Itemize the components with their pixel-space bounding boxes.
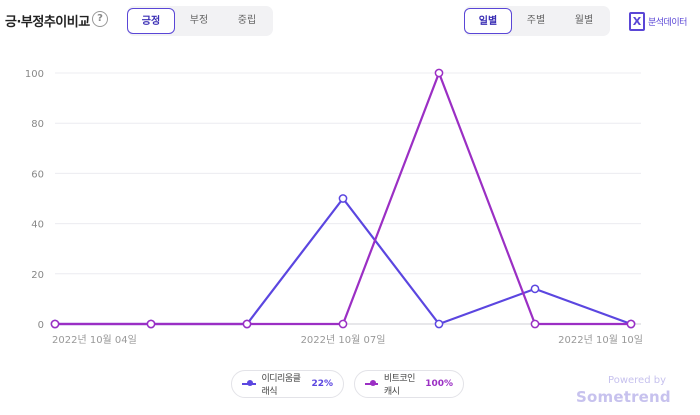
tab-neutral[interactable]: 중립	[237, 15, 257, 26]
y-tick-label-80: 80	[31, 119, 44, 130]
legend-item-series-2[interactable]: 비트코인캐시 100%	[354, 370, 464, 398]
legend-series-1-name: 이디리움클래식	[261, 374, 301, 397]
y-tick-label-40: 40	[31, 220, 44, 231]
x-tick-label-3: 2022년 10월 07일	[301, 334, 386, 346]
y-tick-label-0: 0	[38, 320, 44, 331]
series-2-point-4	[434, 68, 444, 78]
x-tick-label-0: 2022년 10월 04일	[52, 334, 137, 346]
y-tick-label-100: 100	[25, 69, 44, 80]
series-1-line	[55, 196, 632, 326]
tab-weekly[interactable]: 주별	[526, 15, 546, 26]
legend-series-2-name: 비트코인캐시	[383, 374, 416, 397]
tab-daily[interactable]: 일별	[464, 8, 512, 34]
export-data-label: 분석데이터	[648, 17, 687, 28]
legend-item-series-1[interactable]: 이디리움클래식 22%	[231, 370, 344, 398]
tab-negative[interactable]: 부정	[189, 15, 209, 26]
series-1-point-5	[530, 284, 540, 294]
tab-positive[interactable]: 긍정	[127, 8, 175, 34]
series-2-point-1	[146, 319, 156, 329]
series-2-point-0	[50, 319, 60, 329]
legend-series-2-percent: 100%	[425, 379, 453, 389]
export-data-button[interactable]: X 분석데이터	[629, 10, 687, 32]
series-2-point-3	[338, 319, 348, 329]
series-1-point-3	[338, 194, 348, 203]
sentiment-toggle: 긍정 부정 중립	[127, 6, 273, 36]
y-tick-label-60: 60	[31, 169, 44, 180]
tab-monthly[interactable]: 월별	[574, 15, 594, 26]
series-1-point-4	[434, 319, 444, 329]
series-2-point-6	[626, 319, 636, 329]
x-tick-label-6: 2022년 10월 10일	[558, 334, 643, 346]
y-tick-label-20: 20	[31, 270, 44, 281]
help-icon[interactable]: ?	[92, 11, 108, 27]
brand-logo: Sometrend	[576, 388, 671, 406]
powered-by-text: Powered by	[608, 375, 666, 386]
series-1-marker-icon	[242, 380, 256, 386]
series-2-point-5	[530, 319, 540, 329]
series-2-point-2	[242, 319, 252, 329]
series-2-marker-icon	[365, 380, 378, 386]
period-toggle: 일별 주별 월별	[464, 6, 610, 36]
legend-series-1-percent: 22%	[311, 379, 333, 389]
page-title: 긍·부정추이비교	[5, 15, 90, 30]
chart-header: 긍·부정추이비교 ? 긍정 부정 중립 일별 주별 월별 X 분석데이터	[0, 0, 700, 42]
excel-icon: X	[629, 11, 645, 31]
